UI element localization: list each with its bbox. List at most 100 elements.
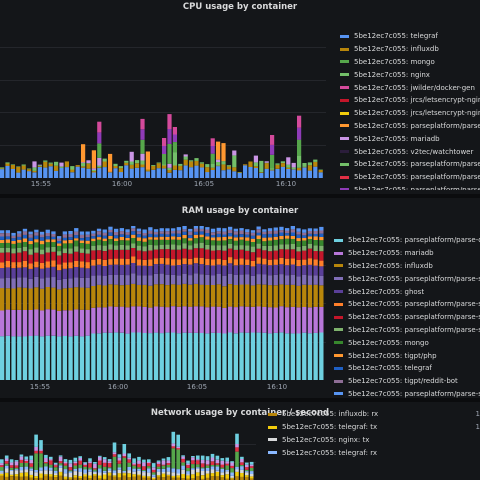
legend-item[interactable]: 5be12ec7c055: parseplatform/parse-ser: [340, 120, 480, 133]
legend-swatch[interactable]: [334, 366, 343, 370]
bar-segment: [232, 167, 237, 172]
cpu-panel-title[interactable]: CPU usage by container: [182, 2, 298, 12]
legend-swatch[interactable]: [340, 150, 349, 154]
bar-segment: [230, 465, 234, 469]
bar-segment: [37, 164, 42, 166]
legend-item[interactable]: 5be12ec7c055: mariadb: [334, 247, 480, 260]
legend-swatch[interactable]: [334, 379, 343, 383]
legend-swatch[interactable]: [334, 302, 343, 306]
legend-swatch[interactable]: [268, 451, 277, 455]
legend-swatch[interactable]: [340, 34, 349, 38]
bar-segment: [172, 165, 177, 170]
legend-item[interactable]: 5be12ec7c055: jrcs/letsencrypt-nginx-pro: [340, 107, 480, 120]
legend-swatch[interactable]: [268, 438, 277, 442]
legend-swatch[interactable]: [334, 277, 343, 281]
legend-item[interactable]: 5be12ec7c055: telegraf: [340, 30, 480, 43]
legend-item[interactable]: 5be12ec7c055: influxdb: [340, 43, 480, 56]
bar-segment: [102, 307, 107, 333]
bar-segment: [98, 455, 102, 457]
bar-segment: [96, 264, 102, 276]
legend-item[interactable]: 5be12ec7c055: tigpt/php: [334, 349, 480, 362]
legend-swatch[interactable]: [334, 354, 343, 358]
bar-segment: [114, 258, 119, 265]
bar-segment: [296, 307, 301, 334]
bar-segment: [215, 463, 220, 465]
legend-swatch[interactable]: [334, 392, 343, 396]
legend-item[interactable]: 5be12ec7c055: parseplatform/parse-server: [334, 311, 480, 324]
bar-segment: [57, 255, 62, 265]
legend-item[interactable]: 5be12ec7c055: nginx: tx: [268, 434, 480, 447]
legend-swatch[interactable]: [340, 162, 349, 166]
legend-swatch[interactable]: [340, 175, 349, 179]
legend-swatch[interactable]: [334, 264, 343, 268]
bar-segment: [245, 475, 249, 477]
legend-swatch[interactable]: [340, 111, 349, 115]
legend-swatch[interactable]: [340, 124, 349, 128]
bar-segment: [16, 172, 21, 178]
bar-segment: [165, 240, 170, 245]
legend-item[interactable]: 5be12ec7c055: mongo: [334, 336, 480, 349]
legend-item[interactable]: 5be12ec7c055: jwilder/docker-gen: [340, 81, 480, 94]
legend-item[interactable]: 5be12ec7c055: parseplatform/parse-ser: [340, 184, 480, 190]
legend-item[interactable]: 5be12ec7c055: parseplatform/parse-ser: [340, 158, 480, 171]
bar-segment: [68, 278, 73, 288]
legend-swatch[interactable]: [340, 60, 349, 64]
bar-segment: [34, 267, 39, 277]
legend-item[interactable]: 5be12ec7c055: nginx: [340, 68, 480, 81]
legend-swatch[interactable]: [340, 73, 349, 77]
bar-segment: [189, 161, 194, 168]
legend-item[interactable]: 5be12ec7c055: mariadb: [340, 132, 480, 145]
legend-item[interactable]: 5be12ec7c055: jrcs/letsencrypt-nginx-pro: [340, 94, 480, 107]
legend-item[interactable]: 5be12ec7c055: parseplatform/parse-server: [334, 388, 480, 398]
legend-swatch[interactable]: [334, 328, 343, 332]
bar-segment: [290, 236, 295, 239]
legend-item[interactable]: 5be12ec7c055: parseplatform/parse-ser: [340, 171, 480, 184]
legend-swatch[interactable]: [334, 315, 343, 319]
bar-segment: [228, 248, 233, 258]
bar-segment: [45, 309, 50, 336]
bar-segment: [91, 241, 96, 246]
legend-item[interactable]: 5be12ec7c055: ghost: [334, 285, 480, 298]
legend-item[interactable]: 5be12ec7c055: parseplatform/parse-server: [334, 324, 480, 337]
legend-swatch[interactable]: [334, 290, 343, 294]
legend-swatch[interactable]: [334, 238, 343, 242]
bar-segment: [39, 288, 45, 311]
legend-item[interactable]: 5be12ec7c055: influxdb: [334, 260, 480, 273]
bar-segment: [199, 229, 204, 232]
bar-segment: [140, 129, 145, 140]
legend-swatch[interactable]: [268, 412, 277, 416]
legend-item[interactable]: 5be12ec7c055: mongo: [340, 56, 480, 69]
legend-swatch[interactable]: [340, 188, 349, 190]
legend-swatch[interactable]: [340, 98, 349, 102]
legend-swatch[interactable]: [268, 425, 277, 429]
legend-item[interactable]: 5be12ec7c055: influxdb: rx 1: [268, 408, 480, 421]
ram-panel-title[interactable]: RAM usage by container: [181, 206, 299, 216]
legend-item[interactable]: 5be12ec7c055: parseplatform/parse-server: [334, 298, 480, 311]
legend-item[interactable]: 5be12ec7c055: telegraf: tx 1: [268, 421, 480, 434]
bar-segment: [9, 465, 14, 468]
legend-item[interactable]: 5be12ec7c055: v2tec/watchtower: [340, 145, 480, 158]
network-panel-title[interactable]: Network usage by container / second: [150, 408, 330, 418]
bar-segment: [245, 472, 249, 476]
bar-segment: [233, 249, 238, 260]
bar-segment: [73, 471, 78, 476]
bar-segment: [188, 333, 193, 380]
legend-item[interactable]: 5be12ec7c055: parseplatform/parse-dashb: [334, 234, 480, 247]
bar-segment: [228, 236, 233, 239]
bar-segment: [51, 246, 56, 252]
legend-swatch[interactable]: [340, 137, 349, 141]
legend-swatch[interactable]: [340, 86, 349, 90]
legend-swatch[interactable]: [340, 47, 349, 51]
bar-segment: [245, 229, 250, 233]
legend-item[interactable]: 5be12ec7c055: parseplatform/parse-server: [334, 272, 480, 285]
legend-item[interactable]: 5be12ec7c055: tigpt/reddit-bot: [334, 375, 480, 388]
bar-segment: [119, 236, 124, 241]
legend-swatch[interactable]: [334, 341, 343, 345]
legend-item[interactable]: 5be12ec7c055: telegraf: rx: [268, 446, 480, 459]
bar-segment: [156, 463, 161, 467]
bar-segment: [182, 229, 187, 232]
bar-segment: [5, 335, 10, 380]
legend-swatch[interactable]: [334, 251, 343, 255]
bar-segment: [74, 277, 79, 288]
legend-item[interactable]: 5be12ec7c055: telegraf: [334, 362, 480, 375]
